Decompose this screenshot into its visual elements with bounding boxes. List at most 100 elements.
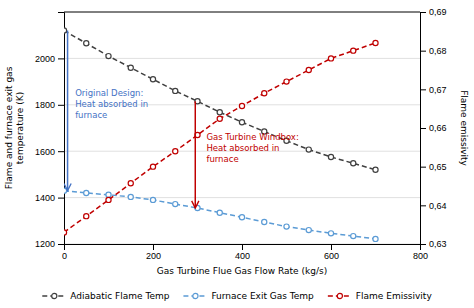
annotation-text: Gas Turbine Windbox:Heat absorbed infurn… (206, 132, 298, 164)
point (217, 110, 222, 115)
tick: 0 (62, 244, 67, 261)
tick-label: 800 (413, 251, 428, 261)
tick: 600 (324, 244, 339, 261)
tick-mark (58, 244, 64, 245)
line (64, 43, 376, 232)
tick: 200 (146, 244, 161, 261)
point (128, 194, 133, 199)
point (150, 77, 155, 82)
tick-mark (420, 244, 426, 245)
series (64, 188, 378, 241)
point (351, 234, 356, 239)
tick-label: 600 (324, 251, 339, 261)
point (239, 215, 244, 220)
tick: 1600 (35, 147, 64, 157)
point (306, 227, 311, 232)
tick-label: 0,66 (429, 123, 447, 133)
tick-label: 0 (62, 251, 67, 261)
tick-mark (420, 205, 426, 206)
point (106, 53, 111, 58)
tick: 0,65 (420, 162, 447, 172)
point (84, 41, 89, 46)
point (284, 224, 289, 229)
legend-marker (193, 293, 198, 298)
point (373, 40, 378, 45)
tick-mark (242, 244, 243, 250)
tick-mark (58, 105, 64, 106)
tick-label: 400 (235, 251, 250, 261)
legend: Adiabatic Flame Temp Furnace Exit Gas Tem… (42, 291, 432, 301)
point (64, 188, 67, 193)
legend-label: Furnace Exit Gas Temp (211, 291, 314, 301)
point (262, 219, 267, 224)
tick: 800 (413, 244, 428, 261)
point (328, 231, 333, 236)
point (150, 164, 155, 169)
annotation-arrow (67, 31, 69, 191)
y2-axis-title: Flame emissivity (459, 90, 469, 166)
point (173, 149, 178, 154)
point (306, 147, 311, 152)
tick-label: 0,64 (429, 201, 447, 211)
point (150, 197, 155, 202)
tick-mark (58, 58, 64, 59)
point (64, 28, 67, 33)
tick: 0,66 (420, 123, 447, 133)
tick-mark (153, 244, 154, 250)
annotation-text: Original Design:Heat absorbed infurnace (75, 88, 148, 120)
legend-item: Flame Emissivity (328, 291, 433, 301)
point (106, 192, 111, 197)
x-axis-title: Gas Turbine Flue Gas Flow Rate (kg/s) (157, 266, 327, 276)
point (84, 214, 89, 219)
point (64, 230, 67, 235)
tick-label: 2000 (35, 54, 55, 64)
point (106, 197, 111, 202)
point (262, 91, 267, 96)
tick: 1800 (35, 100, 64, 110)
tick-mark (420, 89, 426, 90)
legend-label: Adiabatic Flame Temp (70, 291, 169, 301)
line (64, 191, 376, 239)
tick: 0,67 (420, 85, 447, 95)
tick-mark (331, 244, 332, 250)
tick-mark (420, 12, 426, 13)
tick-label: 1200 (35, 239, 55, 249)
y-axis-title: Flame and furnace exit gastemperature (K… (4, 66, 25, 189)
point (217, 210, 222, 215)
point (373, 236, 378, 241)
point (351, 48, 356, 53)
point (239, 120, 244, 125)
tick-mark (58, 151, 64, 152)
tick-mark (58, 198, 64, 199)
grid (64, 58, 420, 244)
point (351, 161, 356, 166)
grid-line (64, 58, 420, 59)
tick-label: 0,67 (429, 85, 447, 95)
point (328, 56, 333, 61)
point (173, 201, 178, 206)
tick-label: 0,69 (429, 7, 447, 17)
tick-label: 0,65 (429, 162, 447, 172)
plot-area (64, 28, 378, 242)
tick-label: 1400 (35, 193, 55, 203)
point (128, 181, 133, 186)
annotation-arrow (195, 101, 197, 208)
y2-axis: 0,630,640,650,660,670,680,69 (420, 7, 447, 249)
legend-item: Furnace Exit Gas Temp (183, 291, 314, 301)
point (328, 154, 333, 159)
y-axis: 1200 1400 1600 1800 2000 (35, 13, 65, 250)
tick: 2000 (35, 54, 64, 64)
chart: 0200400600800120014001600180020000,630,6… (0, 0, 474, 308)
point (373, 167, 378, 172)
axis-line (58, 13, 65, 245)
tick: 1200 (35, 239, 64, 249)
point (173, 88, 178, 93)
tick-label: 1800 (35, 100, 55, 110)
line (64, 31, 376, 170)
point (84, 190, 89, 195)
tick-mark (420, 51, 426, 52)
legend-marker (52, 293, 57, 298)
tick: 0,69 (420, 7, 447, 17)
axis-line (421, 13, 427, 245)
tick-label: 0,68 (429, 46, 447, 56)
